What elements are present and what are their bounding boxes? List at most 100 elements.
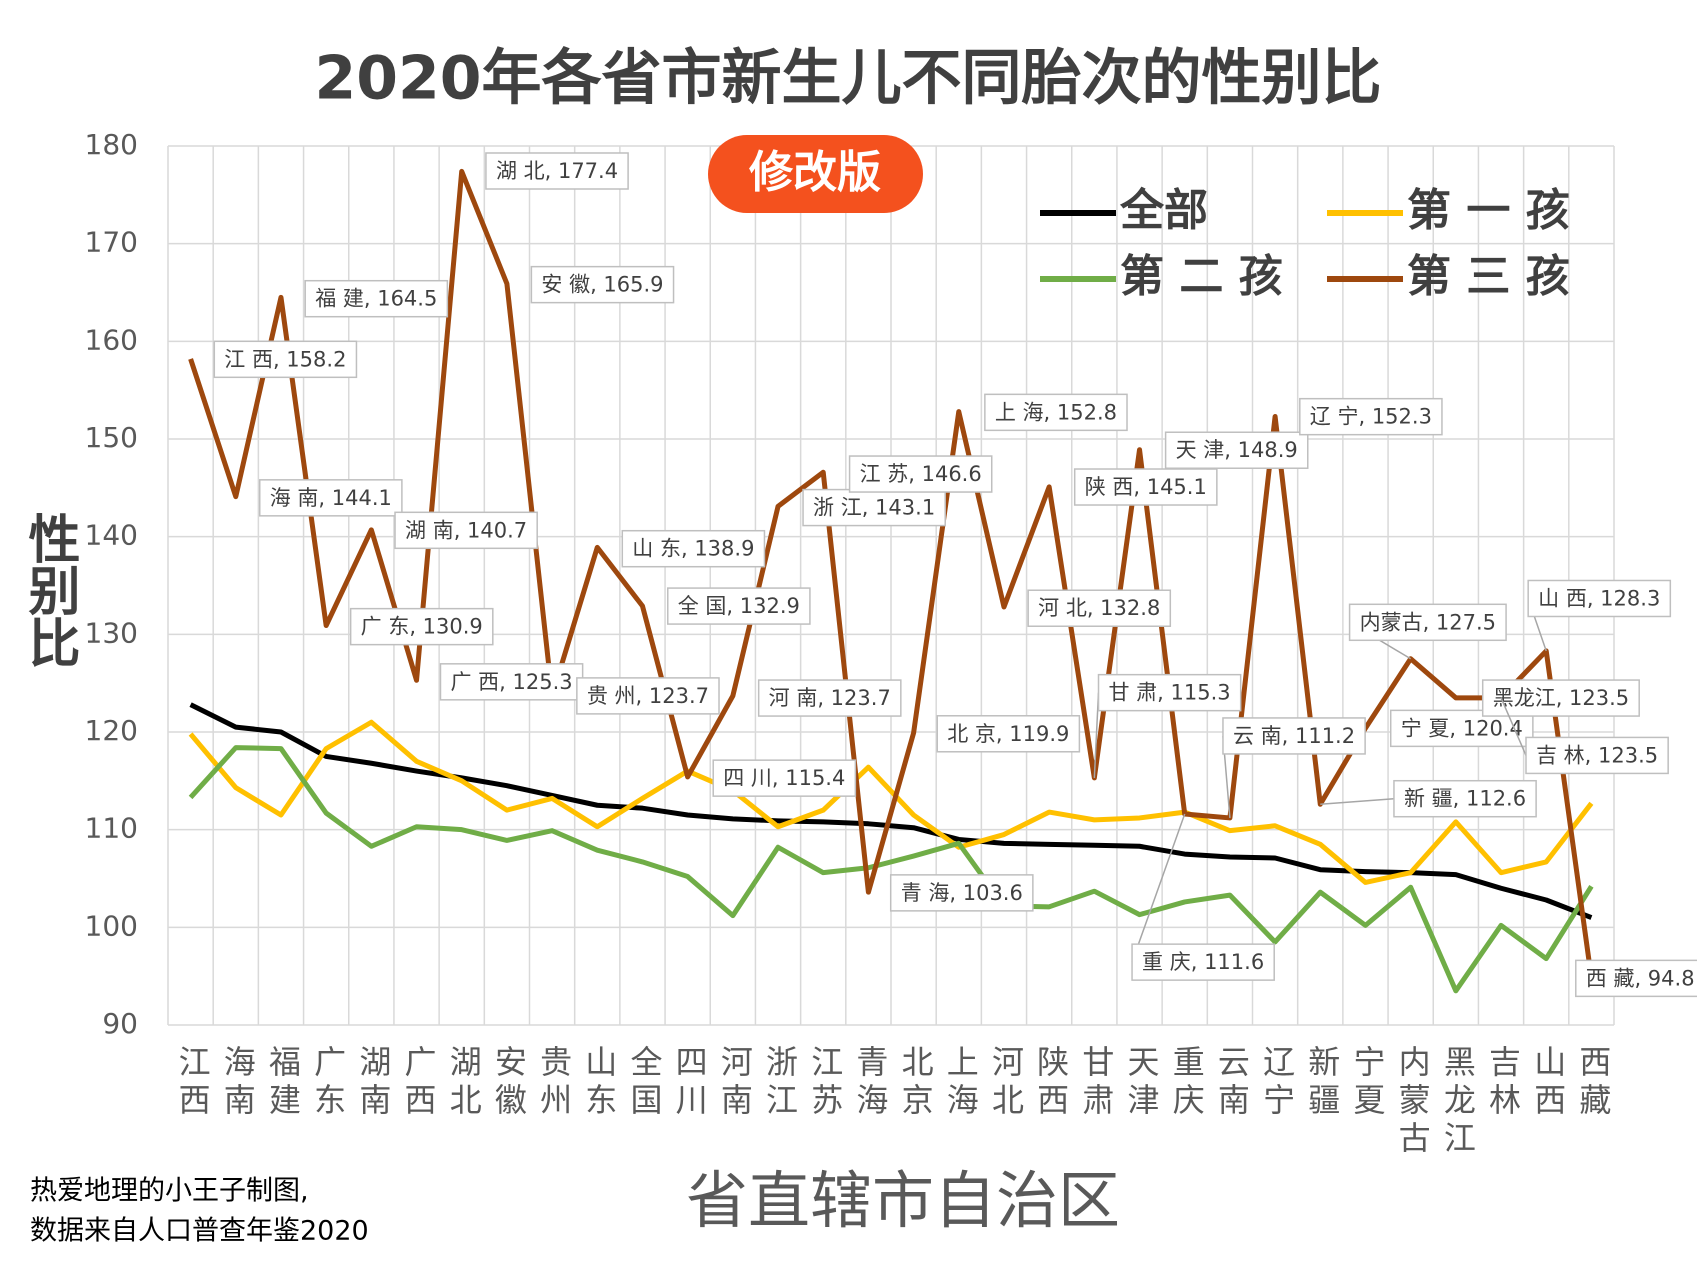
value-label: 辽 宁, 152.3 bbox=[1310, 405, 1432, 429]
data-label: 内蒙古, 127.5 bbox=[1348, 603, 1507, 660]
x-tick-label: 福建 bbox=[264, 1045, 302, 1121]
label-box bbox=[1348, 603, 1507, 642]
legend-label: 第 三 孩 bbox=[1407, 251, 1570, 302]
x-tick-label: 青海 bbox=[851, 1045, 889, 1121]
series-line bbox=[189, 702, 1593, 920]
y-tick-label: 150 bbox=[85, 421, 138, 454]
label-box bbox=[712, 759, 857, 797]
label-box bbox=[304, 279, 449, 318]
x-axis-title: 省直辖市自治区 bbox=[686, 1164, 1120, 1237]
data-label: 甘 肃, 115.3 bbox=[1093, 673, 1242, 778]
label-box bbox=[936, 715, 1081, 753]
leader-line bbox=[1131, 813, 1186, 963]
label-box bbox=[1131, 943, 1275, 981]
value-label: 新 疆, 112.6 bbox=[1404, 787, 1526, 811]
value-label: 浙 江, 143.1 bbox=[813, 496, 935, 520]
label-box bbox=[802, 488, 946, 527]
value-label: 甘 肃, 115.3 bbox=[1109, 681, 1231, 705]
value-label: 湖 南, 140.7 bbox=[405, 518, 527, 542]
y-tick-label: 140 bbox=[85, 519, 138, 552]
x-tick-label: 天津 bbox=[1123, 1045, 1161, 1121]
x-tick-label: 辽宁 bbox=[1258, 1045, 1296, 1121]
value-label: 内蒙古, 127.5 bbox=[1360, 610, 1496, 634]
data-label: 广 东, 130.9 bbox=[349, 607, 494, 646]
label-box bbox=[485, 152, 629, 190]
x-tick-label: 全国 bbox=[625, 1045, 663, 1121]
x-tick-label: 安徽 bbox=[490, 1045, 528, 1121]
series-line bbox=[188, 719, 1594, 885]
legend-label: 第 一 孩 bbox=[1407, 185, 1570, 236]
data-label: 天 津, 148.9 bbox=[1164, 431, 1309, 469]
label-box bbox=[1575, 959, 1697, 998]
label-box bbox=[667, 587, 811, 625]
data-label: 广 西, 125.3 bbox=[439, 663, 584, 701]
value-label: 四 川, 115.4 bbox=[723, 766, 845, 790]
x-tick-label: 河北 bbox=[987, 1045, 1025, 1121]
y-tick-label: 180 bbox=[85, 128, 138, 161]
leader-line bbox=[1500, 697, 1527, 756]
x-tick-label: 北京 bbox=[897, 1045, 935, 1121]
data-label: 江 苏, 146.6 bbox=[848, 455, 993, 493]
data-labels: 江 西, 158.2 海 南, 144.1 福 建, 164.5 广 东, 130.9… bbox=[213, 152, 1697, 998]
value-label: 西 藏, 94.8 bbox=[1586, 966, 1695, 990]
legend-label: 全部 bbox=[1119, 185, 1208, 236]
label-box bbox=[258, 479, 403, 517]
y-axis-title: 性别比 bbox=[19, 512, 80, 668]
value-label: 广 东, 130.9 bbox=[361, 615, 483, 639]
data-label: 西 藏, 94.8 bbox=[1575, 959, 1697, 998]
value-label: 贵 州, 123.7 bbox=[587, 684, 709, 708]
note: 热爱地理的小王子制图, bbox=[30, 1176, 309, 1207]
x-tick-label: 湖南 bbox=[354, 1045, 392, 1121]
x-tick-label: 山东 bbox=[580, 1045, 618, 1121]
data-label: 湖 南, 140.7 bbox=[394, 511, 538, 550]
note: 数据来自人口普查年鉴2020 bbox=[30, 1216, 369, 1247]
data-label: 河 南, 123.7 bbox=[757, 679, 902, 717]
data-label: 北 京, 119.9 bbox=[936, 715, 1081, 753]
x-tick-label: 新疆 bbox=[1303, 1045, 1341, 1121]
chart-title: 2020年各省市新生儿不同胎次的性别比 bbox=[315, 44, 1382, 114]
label-box bbox=[1222, 717, 1366, 755]
x-tick-label: 四川 bbox=[671, 1045, 709, 1121]
data-label: 青 海, 103.6 bbox=[889, 874, 1034, 912]
label-box bbox=[394, 511, 538, 550]
series-line bbox=[188, 745, 1594, 994]
value-label: 安 徽, 165.9 bbox=[541, 273, 663, 297]
x-tick-label: 黑龙江 bbox=[1439, 1045, 1477, 1159]
value-label: 陕 西, 145.1 bbox=[1085, 475, 1207, 499]
value-label: 江 西, 158.2 bbox=[224, 347, 346, 371]
value-label: 上 海, 152.8 bbox=[995, 400, 1117, 424]
x-tick-label: 河南 bbox=[716, 1045, 754, 1121]
value-label: 山 西, 128.3 bbox=[1538, 586, 1660, 610]
y-tick-label: 160 bbox=[85, 323, 138, 356]
value-label: 北 京, 119.9 bbox=[947, 722, 1069, 746]
legend: 全部 第 一 孩第 二 孩 第 三 孩 bbox=[1040, 185, 1570, 302]
value-label: 天 津, 148.9 bbox=[1176, 438, 1298, 462]
x-tick-label: 宁夏 bbox=[1348, 1045, 1386, 1121]
data-label: 福 建, 164.5 bbox=[304, 279, 449, 318]
x-tick-label: 广西 bbox=[400, 1045, 438, 1121]
data-label: 安 徽, 165.9 bbox=[530, 265, 675, 304]
x-tick-label: 浙江 bbox=[761, 1045, 799, 1121]
label-box bbox=[984, 393, 1128, 432]
value-label: 海 南, 144.1 bbox=[270, 486, 392, 510]
value-label: 吉 林, 123.5 bbox=[1536, 743, 1658, 767]
lines bbox=[188, 168, 1594, 994]
x-tick-label: 陕西 bbox=[1032, 1045, 1070, 1121]
value-label: 江 苏, 146.6 bbox=[860, 462, 982, 486]
x-tick-label: 广东 bbox=[309, 1045, 347, 1121]
data-label: 宁 夏, 120.4 bbox=[1389, 709, 1534, 748]
data-label: 云 南, 111.2 bbox=[1222, 717, 1366, 819]
data-label: 山 西, 128.3 bbox=[1527, 579, 1672, 652]
label-box bbox=[1481, 679, 1640, 717]
value-label: 黑龙江, 123.5 bbox=[1493, 686, 1629, 710]
y-tick-label: 130 bbox=[85, 616, 138, 649]
y-tick-label: 120 bbox=[85, 714, 138, 747]
label-box bbox=[213, 340, 358, 379]
label-box bbox=[1073, 468, 1218, 506]
value-label: 青 海, 103.6 bbox=[901, 881, 1023, 905]
label-box bbox=[1097, 673, 1242, 712]
value-label: 山 东, 138.9 bbox=[632, 537, 754, 561]
subtitle: 修改版 bbox=[749, 147, 881, 198]
label-box bbox=[889, 874, 1034, 912]
value-label: 福 建, 164.5 bbox=[315, 287, 437, 311]
